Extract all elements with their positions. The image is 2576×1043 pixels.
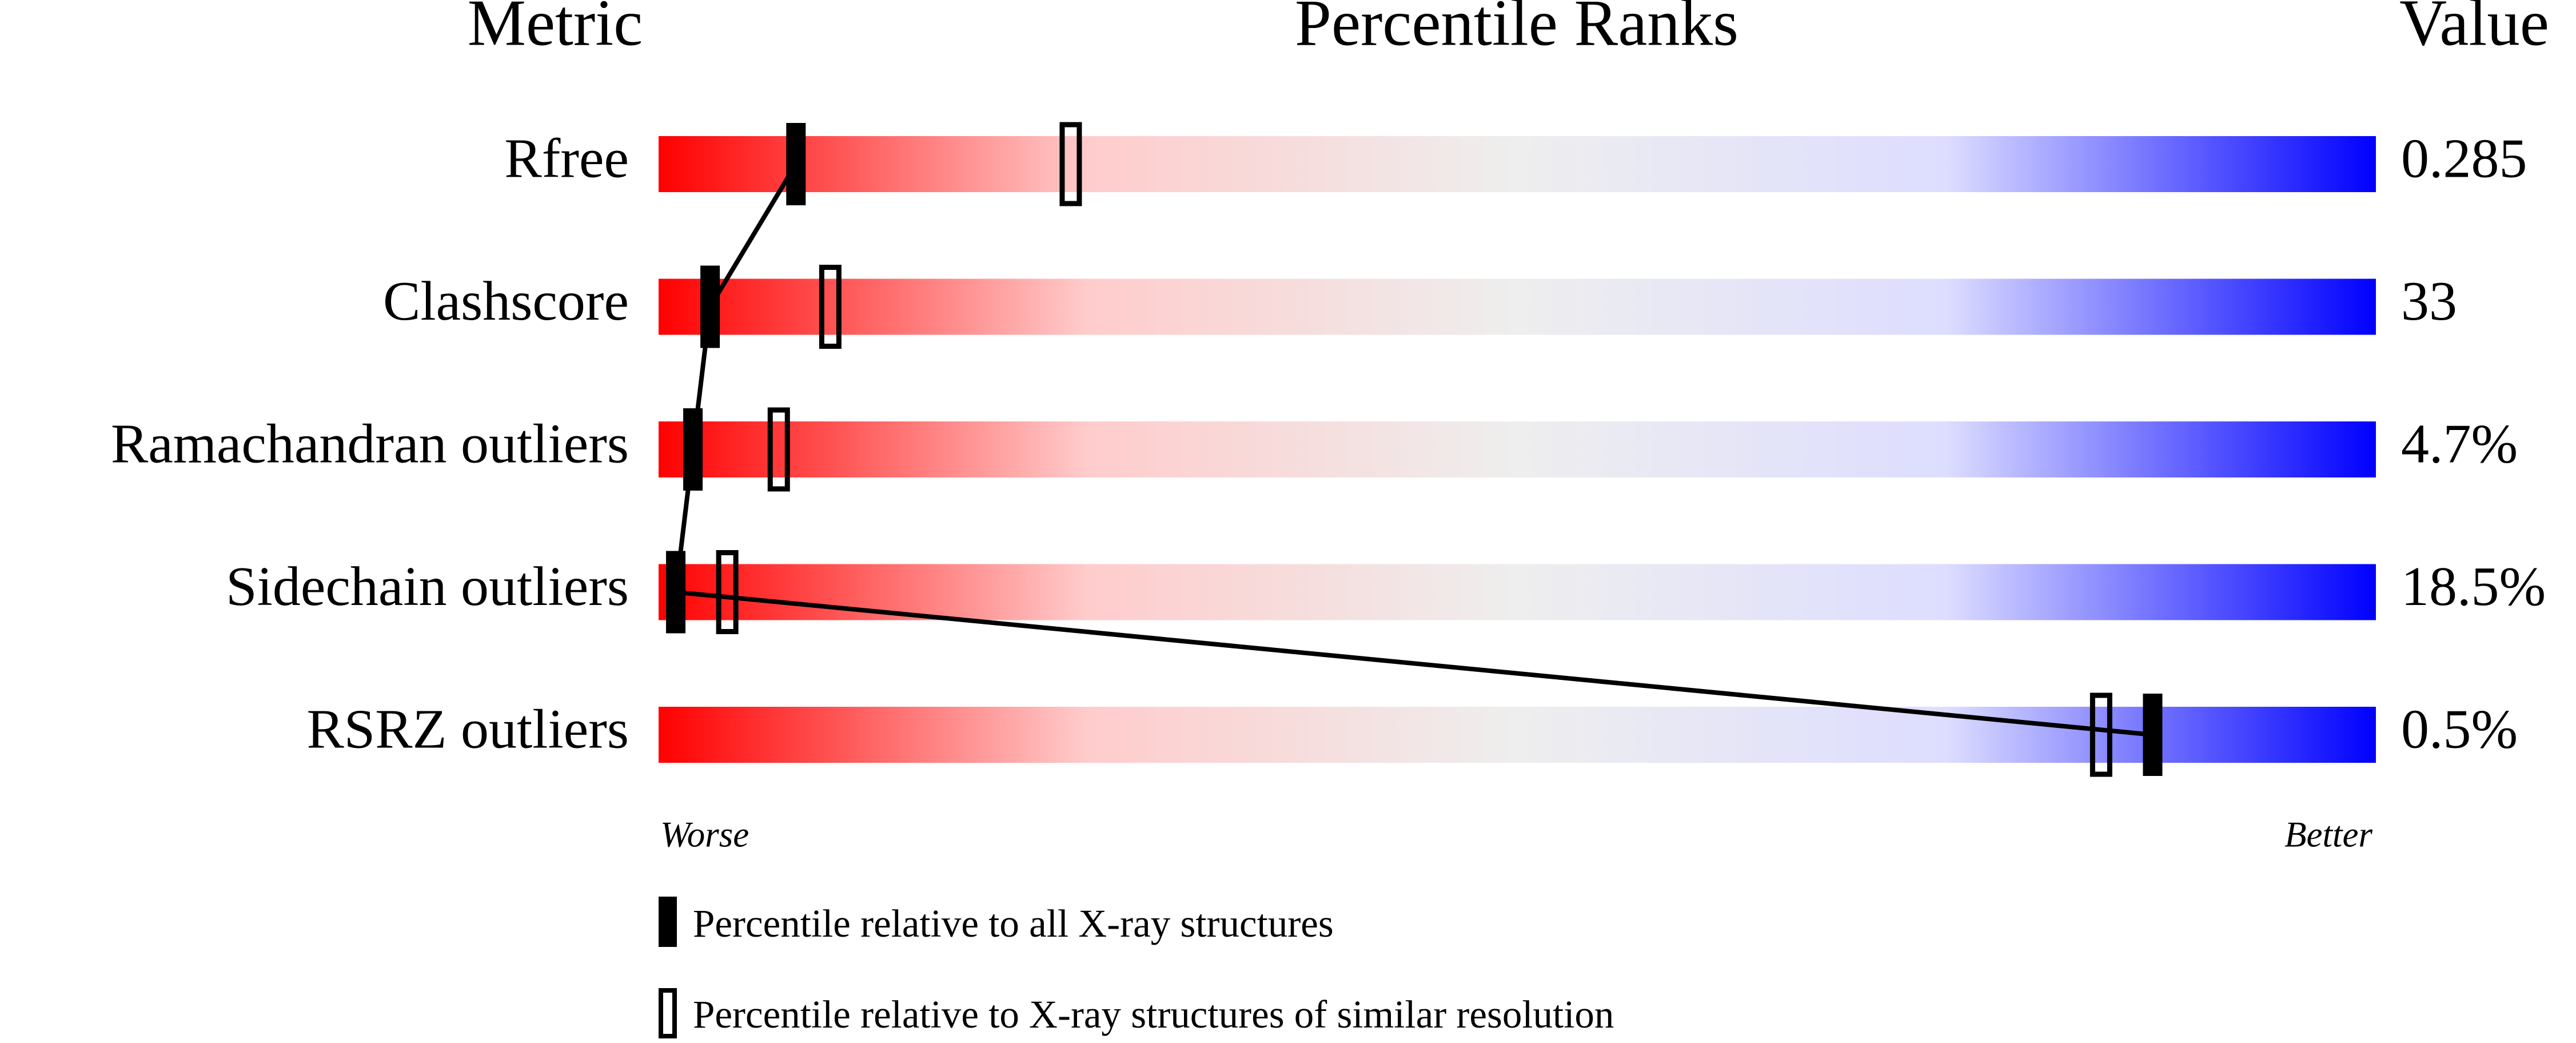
slider-bar (659, 564, 2376, 620)
metric-label: Clashscore (383, 270, 629, 332)
percentile-marker-similar (2089, 692, 2112, 777)
metric-label: Sidechain outliers (226, 556, 629, 618)
metric-label: Ramachandran outliers (111, 413, 629, 475)
header: Metric (468, 0, 643, 59)
percentile-marker-similar (767, 407, 790, 492)
slider-bar (659, 136, 2376, 192)
metric-value: 33 (2401, 270, 2457, 332)
metric-label: Rfree (504, 128, 629, 189)
header: Value (2399, 0, 2549, 59)
legend-label: Percentile relative to all X-ray structu… (693, 902, 1334, 945)
slider-bar (659, 278, 2376, 335)
slider-bar (659, 707, 2376, 763)
percentile-marker-all (2143, 694, 2163, 776)
legend-icon (659, 988, 677, 1038)
metric-value: 18.5% (2401, 556, 2546, 618)
legend-label: Percentile relative to X-ray structures … (693, 993, 1614, 1036)
percentile-marker-all (700, 265, 720, 348)
legend-icon (659, 897, 677, 947)
percentile-marker-similar (819, 265, 842, 349)
metric-value: 4.7% (2401, 413, 2518, 475)
metric-value: 0.5% (2401, 698, 2518, 760)
metric-label: RSRZ outliers (306, 698, 629, 760)
percentile-marker-all (666, 551, 686, 634)
percentile-marker-similar (1059, 122, 1082, 206)
axis-label: Worse (660, 814, 749, 854)
header: Percentile Ranks (1295, 0, 1738, 59)
slider-bar (659, 421, 2376, 477)
percentile-marker-all (786, 123, 806, 205)
percentile-marker-all (683, 408, 703, 491)
axis-label: Better (2284, 814, 2372, 854)
metric-value: 0.285 (2401, 128, 2527, 189)
percentile-marker-similar (716, 550, 739, 634)
